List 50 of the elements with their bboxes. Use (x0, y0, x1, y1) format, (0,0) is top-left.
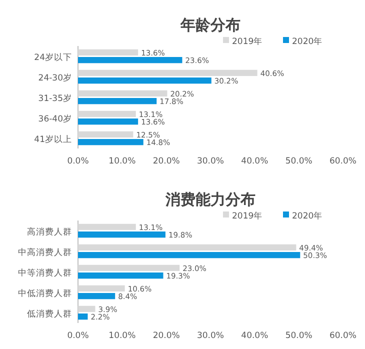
x-tick-label: 20.0% (152, 331, 180, 341)
legend-label: 2019年 (232, 36, 263, 47)
bar (78, 70, 258, 76)
x-tick-label: 10.0% (108, 156, 136, 166)
y-tick-label: 31-35岁 (38, 92, 72, 104)
bar (78, 232, 166, 238)
bar (78, 131, 134, 138)
bar (78, 314, 88, 320)
y-tick-label: 36-40岁 (38, 113, 72, 124)
x-tick-label: 50.0% (285, 331, 312, 341)
y-tick-label: 中低消费人群 (18, 288, 72, 299)
x-tick-label: 40.0% (241, 331, 268, 341)
x-tick-label: 60.0% (329, 156, 357, 166)
y-tick-label: 41岁以上 (34, 134, 72, 145)
chart-title: 年龄分布 (180, 16, 240, 34)
bar (78, 90, 168, 96)
y-tick-label: 24-30岁 (38, 72, 72, 84)
bar (78, 98, 157, 104)
bar (78, 285, 125, 292)
y-tick-label: 低消费人群 (27, 308, 72, 320)
x-tick-label: 30.0% (196, 331, 224, 341)
chart-title: 消费能力分布 (164, 190, 256, 208)
bar (78, 272, 164, 279)
x-tick-label: 10.0% (108, 331, 136, 341)
legend-label: 2019年 (232, 210, 263, 222)
bar (78, 57, 182, 64)
y-tick-label: 中等消费人群 (18, 267, 72, 278)
bar (78, 110, 136, 117)
x-tick-label: 60.0% (329, 331, 357, 341)
bar (78, 139, 144, 146)
legend-label: 2020年 (292, 36, 323, 47)
x-tick-label: 30.0% (196, 156, 224, 166)
x-tick-label: 20.0% (152, 156, 180, 166)
bar (78, 252, 300, 258)
y-tick-label: 24岁以下 (34, 52, 72, 63)
x-tick-label: 0.0% (67, 156, 89, 166)
bar (78, 78, 212, 84)
x-tick-label: 50.0% (285, 156, 312, 166)
bar (78, 224, 136, 230)
bar (78, 293, 116, 300)
bar (78, 306, 96, 312)
bar (78, 244, 296, 250)
x-tick-label: 40.0% (241, 156, 268, 166)
y-tick-label: 中高消费人群 (18, 246, 72, 258)
y-tick-label: 高消费人群 (27, 226, 72, 238)
bar (78, 118, 138, 125)
bar (78, 49, 138, 56)
bar (78, 264, 180, 271)
legend-label: 2020年 (292, 210, 323, 222)
x-tick-label: 0.0% (67, 331, 89, 341)
